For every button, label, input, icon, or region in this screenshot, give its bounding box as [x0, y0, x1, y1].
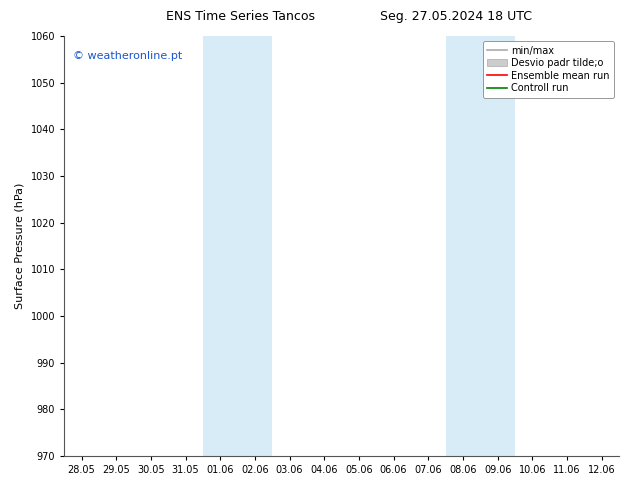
Text: ENS Time Series Tancos: ENS Time Series Tancos	[166, 10, 316, 23]
Y-axis label: Surface Pressure (hPa): Surface Pressure (hPa)	[15, 183, 25, 309]
Legend: min/max, Desvio padr tilde;o, Ensemble mean run, Controll run: min/max, Desvio padr tilde;o, Ensemble m…	[482, 41, 614, 98]
Bar	[446, 36, 515, 456]
Bar	[203, 36, 272, 456]
Text: Seg. 27.05.2024 18 UTC: Seg. 27.05.2024 18 UTC	[380, 10, 533, 23]
Text: © weatheronline.pt: © weatheronline.pt	[72, 51, 182, 61]
